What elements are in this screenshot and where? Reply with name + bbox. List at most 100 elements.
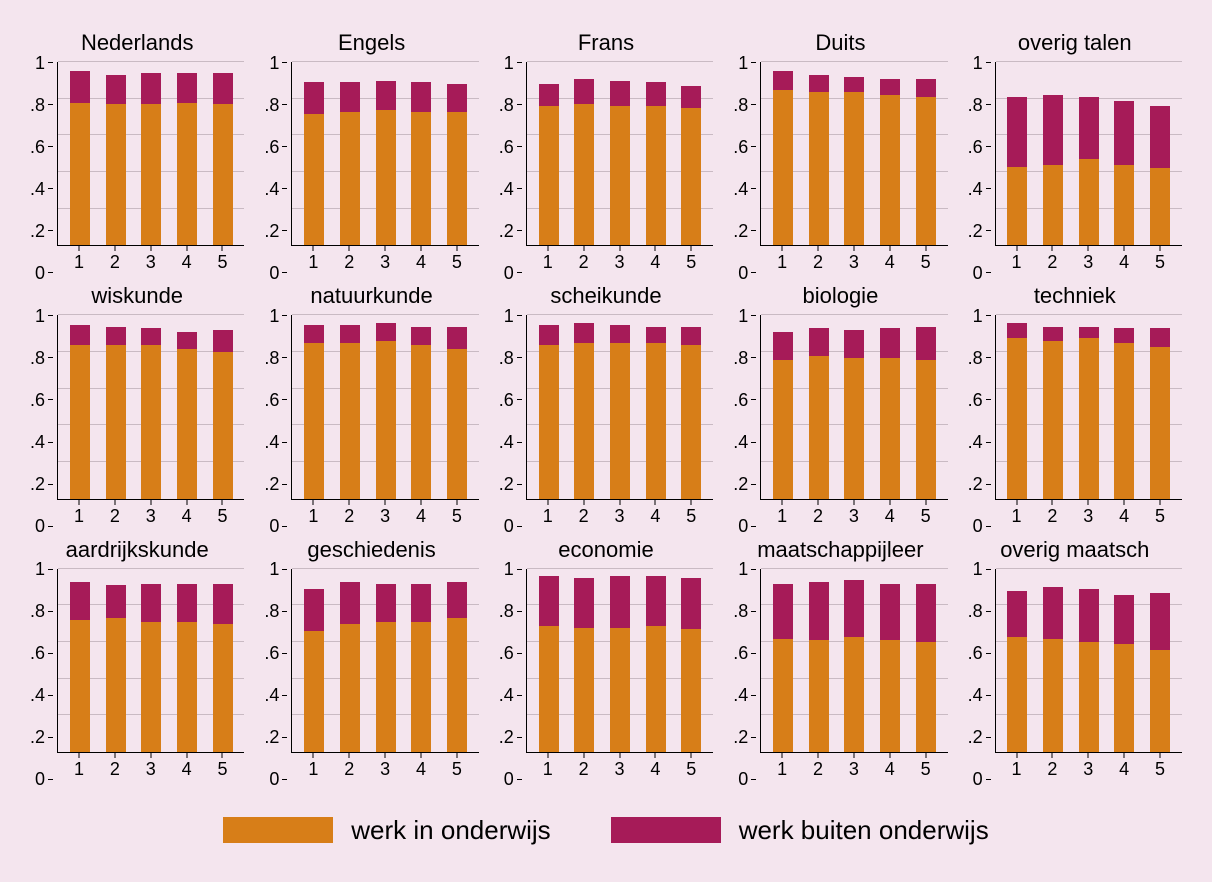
x-axis: 12345 bbox=[995, 753, 1182, 780]
bar-segment-b bbox=[880, 79, 900, 95]
bar bbox=[844, 580, 864, 752]
bar bbox=[773, 332, 793, 499]
x-tick-label: 2 bbox=[105, 500, 125, 527]
bar-segment-a bbox=[1114, 644, 1134, 752]
y-tick-label: 1 bbox=[35, 569, 53, 570]
bar-segment-b bbox=[809, 75, 829, 91]
y-tick-label: 1 bbox=[504, 315, 522, 316]
bar-segment-b bbox=[681, 578, 701, 629]
x-tick-label: 5 bbox=[681, 246, 701, 273]
y-axis: 1.8.6.4.20 bbox=[499, 569, 526, 780]
y-tick-label: 0 bbox=[738, 526, 756, 527]
y-axis: 1.8.6.4.20 bbox=[264, 569, 291, 780]
y-tick-label: .4 bbox=[733, 442, 756, 443]
bar-segment-b bbox=[646, 82, 666, 106]
bar bbox=[916, 327, 936, 499]
y-tick-label: .2 bbox=[264, 230, 287, 231]
x-tick-label: 3 bbox=[141, 246, 161, 273]
bar-segment-b bbox=[106, 327, 126, 345]
x-axis: 12345 bbox=[995, 500, 1182, 527]
bar-segment-a bbox=[1150, 650, 1170, 752]
x-tick-label: 3 bbox=[610, 246, 630, 273]
y-tick-label: 0 bbox=[35, 526, 53, 527]
bar bbox=[106, 585, 126, 752]
bar-segment-b bbox=[340, 582, 360, 624]
bar bbox=[141, 584, 161, 752]
bar-segment-a bbox=[844, 358, 864, 499]
bar bbox=[916, 584, 936, 752]
bar-segment-a bbox=[141, 104, 161, 245]
bar-segment-a bbox=[773, 360, 793, 499]
bar-segment-a bbox=[539, 345, 559, 499]
bar-segment-a bbox=[1150, 347, 1170, 499]
y-tick-label: .4 bbox=[733, 188, 756, 189]
x-axis: 12345 bbox=[57, 500, 244, 527]
chart-title: maatschappijleer bbox=[757, 537, 923, 563]
bar-segment-a bbox=[681, 629, 701, 752]
chart-title: overig maatsch bbox=[1000, 537, 1149, 563]
plot-area bbox=[526, 62, 713, 246]
bar-segment-b bbox=[304, 589, 324, 631]
y-tick-label: .8 bbox=[30, 104, 53, 105]
y-tick-label: .6 bbox=[264, 653, 287, 654]
bar-segment-a bbox=[880, 640, 900, 752]
y-axis: 1.8.6.4.20 bbox=[733, 62, 760, 273]
x-tick-label: 1 bbox=[538, 500, 558, 527]
x-tick-label: 3 bbox=[141, 753, 161, 780]
x-tick-label: 3 bbox=[375, 753, 395, 780]
bar-segment-b bbox=[916, 79, 936, 97]
bar bbox=[213, 330, 233, 498]
bar-segment-b bbox=[1043, 95, 1063, 165]
x-tick-label: 1 bbox=[1007, 246, 1027, 273]
x-tick-label: 2 bbox=[339, 500, 359, 527]
x-axis: 12345 bbox=[291, 246, 478, 273]
bar bbox=[610, 576, 630, 752]
bar-segment-a bbox=[304, 343, 324, 499]
x-tick-label: 5 bbox=[681, 753, 701, 780]
bar-segment-a bbox=[177, 622, 197, 752]
bar bbox=[177, 584, 197, 752]
bar bbox=[773, 71, 793, 245]
bar-segment-b bbox=[1079, 97, 1099, 159]
y-tick-label: .2 bbox=[30, 230, 53, 231]
y-tick-label: .6 bbox=[499, 399, 522, 400]
x-axis: 12345 bbox=[57, 753, 244, 780]
bar bbox=[844, 77, 864, 245]
x-tick-label: 1 bbox=[538, 753, 558, 780]
x-axis: 12345 bbox=[291, 753, 478, 780]
y-axis: 1.8.6.4.20 bbox=[30, 315, 57, 526]
bar-segment-a bbox=[574, 628, 594, 752]
y-tick-label: .2 bbox=[733, 484, 756, 485]
plot-area bbox=[995, 315, 1182, 499]
x-tick-label: 4 bbox=[645, 246, 665, 273]
y-tick-label: .8 bbox=[499, 611, 522, 612]
bar bbox=[646, 576, 666, 752]
y-tick-label: .2 bbox=[733, 230, 756, 231]
bar-segment-b bbox=[1150, 593, 1170, 650]
x-axis: 12345 bbox=[760, 500, 947, 527]
plot-area bbox=[760, 569, 947, 753]
bar bbox=[376, 81, 396, 246]
bar-segment-a bbox=[773, 90, 793, 246]
y-tick-label: .2 bbox=[30, 484, 53, 485]
bar bbox=[1079, 97, 1099, 245]
bar-segment-b bbox=[1114, 101, 1134, 165]
x-tick-label: 4 bbox=[645, 500, 665, 527]
chart-title: biologie bbox=[802, 283, 878, 309]
plot-area bbox=[291, 569, 478, 753]
x-tick-label: 1 bbox=[69, 500, 89, 527]
bar bbox=[539, 84, 559, 245]
bar-segment-b bbox=[447, 84, 467, 111]
y-tick-label: 1 bbox=[973, 569, 991, 570]
bar-segment-a bbox=[304, 114, 324, 246]
bar bbox=[574, 323, 594, 499]
plot-area bbox=[526, 315, 713, 499]
y-tick-label: 1 bbox=[504, 62, 522, 63]
y-tick-label: 0 bbox=[269, 272, 287, 273]
bar bbox=[304, 589, 324, 752]
x-axis: 12345 bbox=[526, 246, 713, 273]
y-tick-label: 0 bbox=[973, 779, 991, 780]
bar-segment-b bbox=[773, 332, 793, 359]
y-tick-label: .6 bbox=[30, 146, 53, 147]
x-tick-label: 2 bbox=[105, 753, 125, 780]
